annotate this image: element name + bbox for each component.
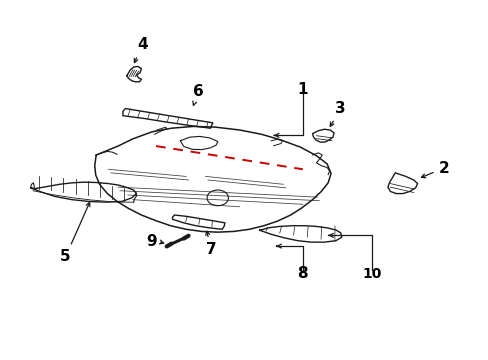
Text: 4: 4 (134, 37, 147, 63)
Text: 8: 8 (297, 266, 307, 281)
Text: 7: 7 (205, 231, 216, 257)
Text: 6: 6 (192, 84, 203, 105)
Text: 3: 3 (329, 101, 346, 126)
Text: 5: 5 (60, 202, 90, 264)
Text: 1: 1 (297, 82, 307, 98)
Text: 2: 2 (421, 161, 448, 178)
Text: 9: 9 (145, 234, 156, 249)
Text: 10: 10 (362, 267, 381, 280)
